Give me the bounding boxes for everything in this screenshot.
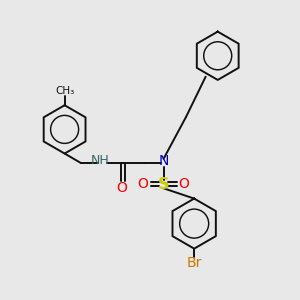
Text: Br: Br bbox=[187, 256, 202, 270]
Text: S: S bbox=[158, 177, 169, 192]
Text: N: N bbox=[158, 154, 169, 168]
Text: O: O bbox=[179, 177, 190, 191]
Text: O: O bbox=[116, 181, 127, 195]
Text: NH: NH bbox=[91, 154, 110, 167]
Text: O: O bbox=[137, 177, 148, 191]
Text: CH₃: CH₃ bbox=[55, 86, 74, 96]
